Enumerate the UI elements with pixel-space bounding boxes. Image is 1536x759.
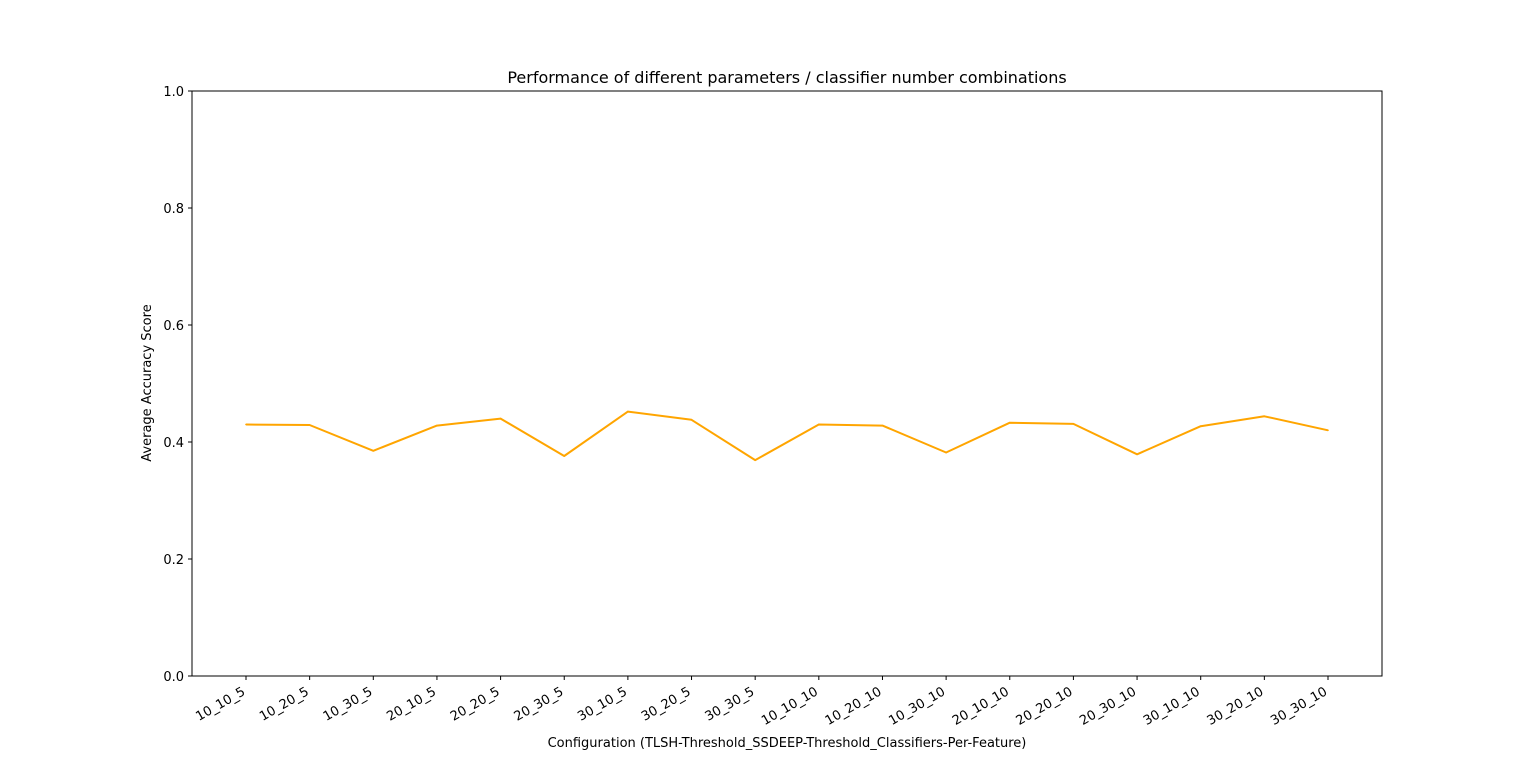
x-tick-label: 10_30_10 [886, 684, 948, 728]
data-point [499, 417, 502, 420]
y-tick-label: 0.2 [163, 553, 184, 568]
data-point [436, 424, 438, 427]
y-tick-label: 0.0 [163, 670, 184, 685]
data-point [627, 410, 629, 413]
y-axis: 0.0 0.2 0.4 0.6 0.8 1.0 [163, 85, 192, 685]
data-point [945, 451, 947, 454]
data-point [563, 455, 566, 457]
series-line [245, 410, 1329, 462]
data-point [754, 459, 756, 461]
x-tick-label: 20_10_5 [384, 684, 439, 724]
x-tick-label: 20_20_5 [448, 684, 503, 724]
x-tick-label: 10_20_5 [257, 684, 312, 724]
x-tick-label: 20_20_10 [1014, 684, 1076, 728]
x-tick-label: 30_10_5 [575, 684, 630, 724]
plot-area-frame [191, 90, 1383, 677]
series-layer [245, 410, 1329, 462]
x-tick-label: 30_30_10 [1268, 684, 1330, 728]
data-point [881, 424, 884, 427]
x-axis-label: Configuration (TLSH-Threshold_SSDEEP-Thr… [548, 736, 1027, 751]
x-tick-label: 10_30_5 [321, 684, 376, 724]
x-tick-label: 30_10_10 [1141, 684, 1203, 728]
data-point [1327, 429, 1329, 432]
data-point [690, 418, 693, 421]
data-point [1263, 415, 1266, 418]
data-point [1008, 421, 1011, 424]
y-tick-label: 0.4 [163, 436, 184, 451]
data-point [818, 423, 820, 426]
x-tick-label: 30_20_5 [639, 684, 694, 724]
x-tick-label: 20_30_10 [1077, 684, 1139, 728]
x-tick-label: 30_30_5 [703, 684, 758, 724]
data-point [308, 424, 311, 426]
data-point [372, 449, 375, 452]
y-axis-label: Average Accuracy Score [140, 304, 155, 461]
x-tick-label: 20_30_5 [512, 684, 567, 724]
x-tick-label: 10_10_5 [193, 684, 248, 724]
data-point [245, 423, 247, 426]
x-tick-label: 30_20_10 [1205, 684, 1267, 728]
x-tick-label: 10_20_10 [823, 684, 885, 728]
chart-title: Performance of different parameters / cl… [507, 68, 1066, 87]
data-point [1136, 453, 1138, 456]
data-point [1199, 425, 1202, 428]
x-axis: 10_10_5 10_20_5 10_30_5 20_10_5 20_20_5 20_30… [193, 676, 1330, 729]
x-tick-label: 10_10_10 [759, 684, 821, 728]
x-tick-label: 20_10_10 [950, 684, 1012, 728]
y-tick-label: 1.0 [163, 85, 184, 100]
y-tick-label: 0.8 [163, 202, 184, 217]
data-point [1072, 423, 1075, 425]
y-tick-label: 0.6 [163, 319, 184, 334]
